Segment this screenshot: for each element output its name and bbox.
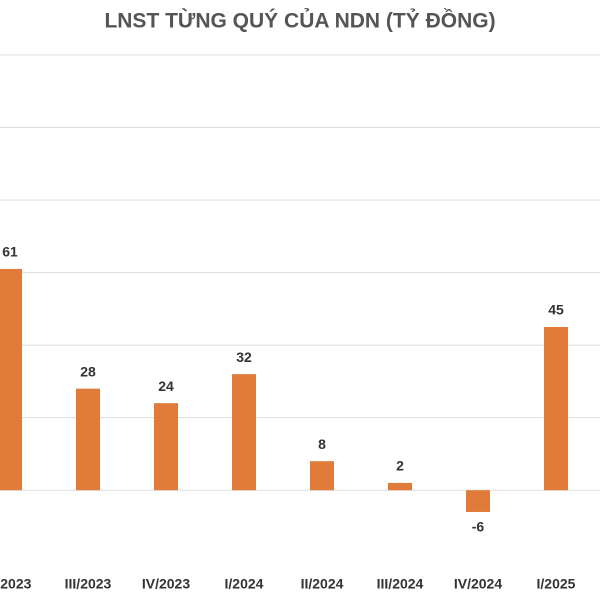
bar [0,268,22,491]
bar [154,403,178,491]
value-label: 24 [158,378,174,394]
bar [388,482,412,491]
bar [76,388,100,491]
bar [232,374,256,491]
bar [466,490,490,512]
value-label: 8 [318,436,326,452]
x-tick-label: II/2024 [301,576,344,592]
x-tick-label: II/2023 [0,576,32,592]
bar [544,327,568,491]
value-label: 28 [80,363,96,379]
chart-title: LNST TỪNG QUÝ CỦA NDN (TỶ ĐỒNG) [104,9,495,33]
value-label: 32 [236,349,252,365]
x-tick-label: III/2024 [377,576,424,592]
value-label: -6 [472,519,485,535]
value-label: 61 [2,244,18,260]
x-tick-label: I/2024 [225,576,264,592]
x-tick-label: IV/2023 [142,576,190,592]
value-label: 2 [396,458,404,474]
x-tick-label: III/2023 [65,576,112,592]
x-tick-label: IV/2024 [454,576,502,592]
x-tick-label: I/2025 [537,576,576,592]
bar [310,461,334,491]
value-label: 45 [548,302,564,318]
